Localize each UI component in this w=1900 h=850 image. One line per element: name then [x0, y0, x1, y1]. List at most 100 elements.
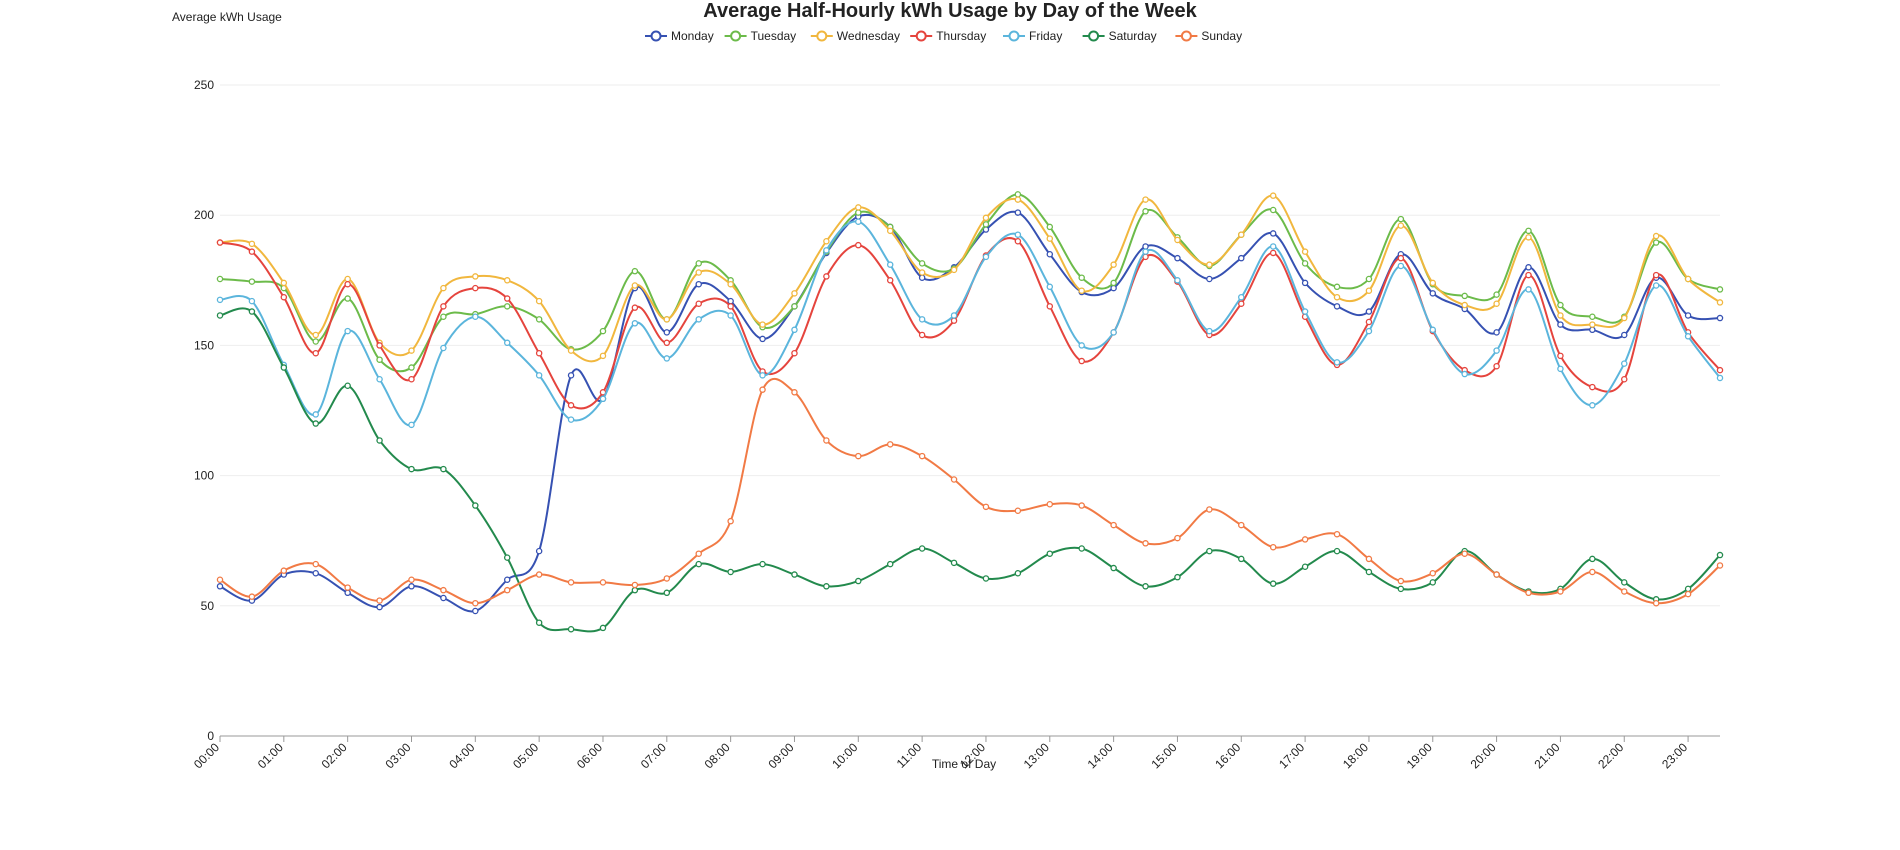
- data-point-friday: [248, 297, 256, 305]
- data-point-friday: [1621, 360, 1628, 367]
- data-point-wednesday: [248, 240, 256, 248]
- data-point-wednesday: [1333, 293, 1341, 301]
- data-point-thursday: [280, 293, 288, 301]
- data-point-thursday: [695, 300, 702, 307]
- data-point-monday: [1493, 329, 1500, 336]
- data-point-thursday: [248, 248, 256, 255]
- data-point-wednesday: [344, 275, 351, 283]
- data-point-tuesday: [344, 295, 351, 302]
- data-point-wednesday: [663, 316, 671, 323]
- series-wednesday: [216, 192, 1724, 363]
- data-point-saturday: [344, 382, 351, 390]
- data-point-tuesday: [408, 364, 415, 371]
- data-point-wednesday: [1557, 312, 1564, 319]
- data-point-friday: [1142, 248, 1149, 255]
- legend-item-monday[interactable]: Monday: [645, 29, 714, 43]
- x-tick-label: 00:00: [191, 740, 222, 771]
- data-point-wednesday: [759, 321, 766, 328]
- legend-item-saturday[interactable]: Saturday: [1082, 29, 1157, 43]
- data-point-friday: [1238, 293, 1245, 301]
- data-point-friday: [1429, 326, 1437, 334]
- data-point-sunday: [1684, 590, 1692, 598]
- series-line-sunday: [219, 377, 1721, 605]
- legend-item-wednesday[interactable]: Wednesday: [810, 29, 900, 43]
- data-point-sunday: [248, 593, 256, 600]
- data-point-thursday: [791, 349, 798, 357]
- data-point-saturday: [695, 560, 702, 568]
- data-point-sunday: [1365, 555, 1373, 563]
- data-point-sunday: [918, 452, 926, 460]
- legend-item-sunday[interactable]: Sunday: [1175, 29, 1242, 43]
- data-point-thursday: [1014, 237, 1022, 245]
- x-tick-label: 16:00: [1212, 740, 1243, 771]
- legend-item-thursday[interactable]: Thursday: [910, 29, 986, 43]
- data-point-monday: [1142, 243, 1149, 250]
- data-point-wednesday: [1142, 196, 1149, 203]
- data-point-friday: [535, 372, 543, 379]
- data-point-wednesday: [1684, 275, 1692, 283]
- data-point-sunday: [1206, 506, 1213, 513]
- x-tick-label: 11:00: [894, 740, 925, 771]
- data-point-monday: [503, 576, 511, 584]
- data-point-monday: [535, 547, 543, 555]
- data-point-friday: [503, 339, 511, 347]
- data-point-friday: [1365, 327, 1373, 335]
- data-point-saturday: [759, 560, 766, 568]
- data-point-wednesday: [1589, 321, 1596, 328]
- data-point-wednesday: [982, 214, 990, 222]
- x-tick-label: 07:00: [638, 740, 669, 771]
- data-point-monday: [312, 570, 319, 577]
- data-point-sunday: [1493, 571, 1500, 578]
- y-tick-label: 100: [194, 469, 214, 483]
- data-point-sunday: [727, 517, 734, 525]
- data-point-thursday: [1238, 300, 1245, 307]
- data-point-monday: [663, 329, 671, 336]
- x-tick-label: 03:00: [382, 740, 413, 771]
- data-point-wednesday: [408, 347, 415, 354]
- data-point-thursday: [631, 304, 639, 311]
- series-line-thursday: [219, 237, 1721, 410]
- series-line-wednesday: [219, 194, 1721, 363]
- data-point-monday: [1589, 326, 1596, 334]
- data-point-tuesday: [791, 303, 798, 310]
- data-point-saturday: [408, 465, 415, 473]
- data-point-wednesday: [1238, 231, 1245, 238]
- data-point-friday: [1206, 327, 1213, 335]
- data-point-saturday: [1397, 585, 1405, 593]
- legend[interactable]: Monday Tuesday Wednesday Thursday Friday Satu…: [645, 29, 1242, 43]
- data-point-friday: [1557, 365, 1564, 373]
- series-thursday: [216, 237, 1724, 410]
- legend-label-wednesday: Wednesday: [837, 29, 900, 43]
- data-point-saturday: [440, 465, 447, 473]
- data-point-monday: [1684, 312, 1692, 319]
- data-point-friday: [1046, 283, 1054, 291]
- data-point-monday: [1621, 331, 1628, 339]
- data-point-saturday: [248, 308, 256, 315]
- x-tick-label: 08:00: [702, 740, 733, 771]
- data-point-thursday: [408, 376, 415, 383]
- y-tick-label: 200: [194, 208, 214, 222]
- legend-item-tuesday[interactable]: Tuesday: [724, 29, 797, 43]
- data-point-thursday: [1365, 318, 1373, 326]
- data-point-friday: [344, 327, 351, 335]
- data-point-friday: [312, 411, 319, 418]
- data-point-wednesday: [1652, 232, 1660, 240]
- data-point-tuesday: [1557, 301, 1564, 309]
- data-point-friday: [791, 326, 798, 334]
- data-point-sunday: [1429, 570, 1437, 577]
- data-point-thursday: [567, 402, 575, 409]
- data-point-thursday: [663, 339, 671, 347]
- data-point-saturday: [599, 624, 607, 632]
- legend-item-friday[interactable]: Friday: [1003, 29, 1062, 43]
- data-point-saturday: [312, 420, 319, 427]
- data-point-wednesday: [1046, 235, 1054, 242]
- data-point-saturday: [1206, 547, 1213, 555]
- series-sunday: [216, 377, 1724, 607]
- x-tick-label: 01:00: [255, 740, 286, 771]
- data-point-friday: [950, 312, 958, 319]
- data-point-saturday: [791, 571, 798, 578]
- legend-label-tuesday: Tuesday: [751, 29, 797, 43]
- data-point-monday: [759, 335, 766, 343]
- data-point-sunday: [1333, 530, 1341, 538]
